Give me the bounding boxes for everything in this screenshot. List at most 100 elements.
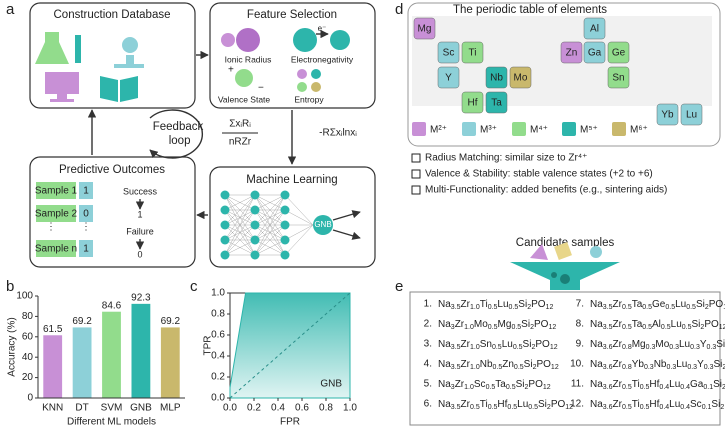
x-tick-label: 0.8: [319, 403, 333, 414]
y-axis-label: TPR: [203, 336, 214, 356]
nn-edge: [224, 224, 256, 256]
nn-node: [250, 205, 260, 215]
candidate-number: 3.: [424, 339, 432, 350]
candidate-number: 12.: [570, 399, 584, 410]
element-cell: [485, 66, 508, 89]
nn-edge: [224, 194, 256, 256]
legend-swatch: [462, 122, 476, 136]
nn-node: [280, 205, 290, 215]
value-label: 69.2: [72, 316, 92, 327]
x-axis-label: FPR: [280, 417, 300, 428]
nn-edge: [224, 194, 256, 241]
model-label: GNB: [314, 220, 331, 229]
nn-node: [220, 190, 230, 200]
element-cell: [461, 41, 484, 64]
legend-swatch: [612, 122, 626, 136]
ellipsis: ⋮: [81, 222, 91, 233]
sample-label: 1: [83, 186, 89, 197]
candidate-formula: Na3.6Zr0.5Ti0.5Hf0.4Lu0.4Sc0.1Si2PO12: [590, 399, 725, 412]
sample-name: Sample 1: [35, 186, 78, 197]
decoration-path: [530, 244, 548, 260]
periodic-title: The periodic table of elements: [453, 4, 607, 16]
y-tick-label: 60: [22, 331, 34, 342]
nn-edge: [284, 194, 314, 226]
bar: [102, 311, 121, 398]
legend-label: M²⁺: [430, 125, 447, 136]
x-tick-label: 0.6: [295, 403, 309, 414]
x-tick-label: GNB: [130, 403, 152, 414]
element-symbol: Ge: [612, 48, 626, 59]
candidate-formula: Na3.5Zr1.0Sn0.5Lu0.5Si2PO12: [438, 339, 558, 352]
reference-line: [229, 292, 351, 399]
legend-swatch: [562, 122, 576, 136]
element-cell: [437, 41, 460, 64]
candidate-number: 6.: [424, 399, 432, 410]
element-symbol: Ti: [469, 48, 477, 59]
x-axis-label: Different ML models: [67, 417, 156, 428]
candidate-number: 10.: [570, 359, 584, 370]
decoration-path: [100, 76, 138, 102]
sample-box: [36, 182, 76, 199]
candidate-formula: Na3.5Zr1.0Nb0.5Zn0.5Si2PO12: [438, 359, 559, 372]
decoration-rect: [50, 99, 74, 102]
x-tick-label: 0.4: [271, 403, 285, 414]
nn-node: [280, 250, 290, 260]
legend-label: M⁵⁺: [580, 125, 598, 136]
nn-node: [250, 250, 260, 260]
decoration-circle: [330, 30, 350, 50]
candidate-formula: Na3Zr1.0Mo0.5Mg0.5Si2PO12: [438, 319, 556, 332]
feedback-arrow: [149, 109, 204, 159]
label-box: [79, 182, 93, 199]
element-symbol: Y: [445, 73, 452, 84]
decoration-circle: [235, 69, 253, 87]
candidate-formula: Na3.5Zr0.5Ti0.5Hf0.5Lu0.5Si2PO12: [438, 399, 573, 412]
nn-edge: [224, 239, 256, 256]
decoration-circle: [221, 33, 235, 47]
box-title: Construction Database: [54, 9, 171, 21]
candidate-number: 1.: [424, 299, 432, 310]
candidate-formula: Na3.6Zr0.8Yb0.3Nb0.3Lu0.3Y0.3Si2PO12: [590, 359, 725, 372]
nn-node: [220, 220, 230, 230]
criterion: Valence & Stability: stable valence stat…: [425, 169, 653, 180]
bar: [160, 327, 180, 398]
nn-node: [220, 250, 230, 260]
candidate-formula: Na3.5Zr0.5Ta0.5Ge0.5Lu0.5Si2PO12: [590, 299, 725, 312]
charts: 0 20 40 60 80 100 61.5 KNN 69.2 DT 84.6 SVM 92.3 GNB 6…: [7, 288, 358, 428]
database-icons: [35, 32, 144, 102]
candidate-formula: Na3Zr1.0Sc0.5Ta0.5Si2PO12: [438, 379, 551, 392]
candidate-number: 9.: [576, 339, 584, 350]
candidate-number: 2.: [424, 319, 432, 330]
panel-label: b: [6, 278, 14, 295]
panel-label: e: [395, 278, 403, 295]
feature-label: Entropy: [294, 94, 324, 104]
bar: [43, 335, 63, 398]
element-cell: [607, 66, 630, 89]
nn-output: [332, 210, 361, 221]
element-cell: [680, 103, 703, 126]
decoration-circle: [551, 272, 557, 278]
x-tick-label: 0.0: [223, 403, 237, 414]
electron-label: e⁻: [318, 24, 327, 33]
nn-node: [280, 190, 290, 200]
label-box: [79, 240, 93, 257]
label-box: [79, 205, 93, 222]
y-tick-label: 0.8: [211, 309, 225, 320]
element-cell: [560, 41, 583, 64]
criterion: Radius Matching: similar size to Zr⁴⁺: [425, 153, 587, 164]
panel-label: d: [395, 1, 403, 18]
legend-swatch: [412, 122, 426, 136]
nn-edge: [224, 209, 256, 256]
nn-edge: [254, 194, 286, 226]
feature-icons: +−: [221, 28, 350, 94]
nn-edge: [254, 239, 286, 256]
nn-node: [280, 220, 290, 230]
periodic-table: Mg Sc Ti Y Nb Mo Hf Ta Al Zn Ga Ge Sn Yb Lu M²⁺ M³⁺ M⁴⁺ M⁵…: [412, 17, 703, 136]
candidate-number: 8.: [576, 319, 584, 330]
box-title: Predictive Outcomes: [59, 164, 165, 176]
nn-node: [220, 235, 230, 245]
decoration-rect: [114, 64, 144, 68]
value-label: 92.3: [131, 292, 151, 303]
decoration-circle: [311, 82, 321, 92]
element-cell: [509, 66, 532, 89]
y-tick-label: 20: [22, 372, 34, 383]
